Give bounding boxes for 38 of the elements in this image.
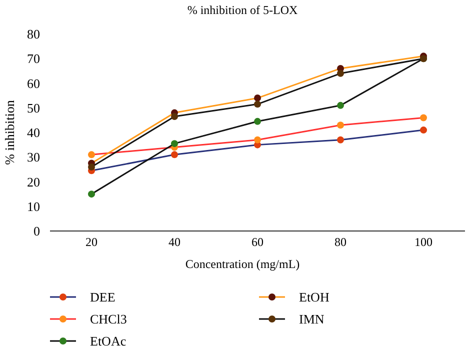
x-axis-title: Concentration (mg/mL): [185, 257, 300, 271]
y-tick-label: 0: [34, 224, 40, 239]
point: [337, 122, 344, 129]
point: [420, 126, 427, 134]
point: [254, 100, 261, 108]
x-tick-label: 40: [168, 235, 180, 249]
legend-label: EtOAc: [90, 334, 126, 346]
x-tick-label: 100: [414, 235, 432, 249]
y-tick-label: 60: [27, 76, 40, 91]
x-tick-label: 20: [86, 235, 98, 249]
y-tick-label: 30: [27, 150, 40, 165]
y-tick-label: 80: [27, 26, 40, 42]
x-tick-label: 80: [334, 235, 346, 249]
y-tick-label: 10: [27, 198, 40, 214]
point: [337, 70, 344, 77]
legend-label: EtOH: [299, 290, 330, 305]
x-tick-label: 60: [252, 235, 264, 249]
point: [171, 151, 178, 158]
point: [337, 102, 344, 109]
legend-label: IMN: [299, 312, 325, 327]
point: [171, 112, 178, 120]
point: [88, 151, 95, 158]
legend-label: DEE: [90, 290, 116, 305]
y-tick-label: 20: [27, 174, 40, 190]
point: [254, 118, 261, 125]
point: [254, 136, 261, 144]
point: [88, 190, 95, 198]
y-tick-label: 50: [27, 100, 40, 116]
point: [171, 140, 178, 148]
y-tick-label: 40: [27, 125, 40, 140]
y-tick-label: 70: [27, 51, 40, 66]
point: [420, 114, 427, 122]
legend-label: CHCl3: [90, 312, 127, 327]
point: [254, 94, 261, 102]
chart-title: % inhibition of 5-LOX: [187, 3, 298, 17]
y-axis-title: % inhibition: [2, 100, 17, 165]
point: [88, 163, 95, 170]
point: [337, 136, 344, 144]
